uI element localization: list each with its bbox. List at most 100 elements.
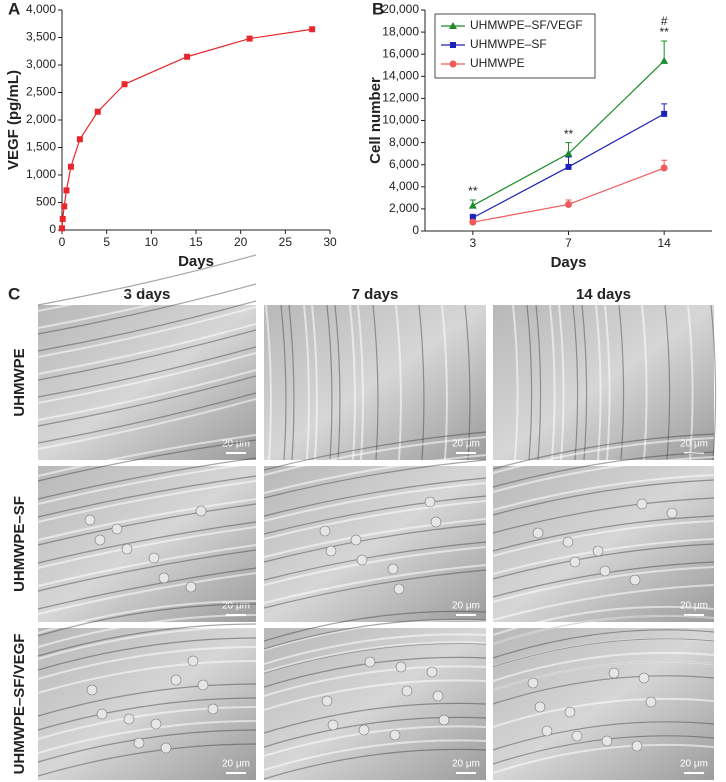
y-tick-label: 2,000 <box>26 112 56 126</box>
sem-image: 20 μm <box>263 431 487 622</box>
fiber <box>492 515 715 552</box>
column-header: 7 days <box>352 286 399 303</box>
scale-bar-label: 20 μm <box>222 601 250 612</box>
fiber <box>492 637 715 668</box>
annotation: ** <box>564 127 574 141</box>
fiber <box>512 304 519 461</box>
fiber <box>263 564 487 604</box>
row-label: UHMWPE–SF <box>11 496 28 592</box>
sem-image: 20 μm <box>492 433 715 622</box>
cell <box>207 703 219 715</box>
fiber <box>37 521 257 564</box>
fiber <box>492 605 715 636</box>
marker <box>564 149 573 157</box>
fiber <box>37 498 257 541</box>
cell <box>532 527 544 539</box>
cell <box>94 534 106 546</box>
fiber <box>37 720 257 754</box>
cell <box>187 655 199 667</box>
legend-label: UHMWPE <box>470 56 525 70</box>
y-tick-label: 4,000 <box>26 2 56 16</box>
fiber <box>263 500 487 540</box>
cell <box>564 706 576 718</box>
cell <box>631 740 643 752</box>
cell <box>350 534 362 546</box>
marker <box>67 163 74 170</box>
fiber <box>492 651 715 682</box>
fiber <box>37 329 257 381</box>
fiber <box>37 346 257 398</box>
cell <box>562 536 574 548</box>
y-tick-label: 20,000 <box>382 2 419 16</box>
fiber <box>464 304 471 461</box>
fiber <box>37 697 257 731</box>
fiber <box>492 584 715 621</box>
scale-bar-label: 20 μm <box>680 759 708 770</box>
legend-label: UHMWPE–SF/VEGF <box>470 18 583 32</box>
fiber <box>395 304 402 461</box>
axis-line <box>61 10 330 231</box>
fiber <box>263 459 487 499</box>
fiber <box>263 725 487 757</box>
cell <box>527 677 539 689</box>
cell <box>148 552 160 564</box>
fiber <box>492 474 715 511</box>
fiber <box>263 477 487 517</box>
x-tick-label: 20 <box>234 235 248 249</box>
marker <box>661 110 668 117</box>
cell <box>666 507 678 519</box>
fiber <box>326 304 333 461</box>
cell <box>629 574 641 586</box>
fiber <box>492 566 715 603</box>
cell <box>170 674 182 686</box>
marker <box>660 56 669 64</box>
fiber <box>263 716 487 748</box>
fiber <box>526 304 533 461</box>
fiber <box>492 660 715 691</box>
fiber <box>37 457 257 500</box>
marker <box>76 136 83 143</box>
cell <box>321 695 333 707</box>
x-tick-label: 5 <box>103 235 110 249</box>
x-tick-label: 3 <box>469 236 476 250</box>
fiber <box>492 433 715 470</box>
row-label: UHMWPE–SF/VEGF <box>11 634 28 775</box>
fiber <box>311 304 318 461</box>
legend-label: UHMWPE–SF <box>470 37 547 51</box>
cell <box>197 679 209 691</box>
fiber <box>492 697 715 728</box>
fiber <box>37 434 257 477</box>
y-tick-label: 8,000 <box>389 135 419 149</box>
fiber <box>280 304 287 461</box>
sem-background <box>38 305 256 460</box>
legend-box <box>434 13 596 79</box>
y-tick-label: 3,500 <box>26 30 56 44</box>
cell <box>133 737 145 749</box>
row-label: UHMWPE <box>11 348 28 416</box>
cell <box>185 581 197 593</box>
fiber <box>263 546 487 586</box>
fiber <box>492 451 715 488</box>
fiber <box>263 495 487 535</box>
y-tick-label: 18,000 <box>382 24 419 38</box>
column-header: 14 days <box>576 286 631 303</box>
y-tick-label: 0 <box>412 223 419 237</box>
scale-bar-label: 20 μm <box>452 601 480 612</box>
fiber <box>263 454 487 494</box>
fiber <box>492 543 715 580</box>
fiber <box>37 623 257 657</box>
cell <box>645 696 657 708</box>
cell <box>121 543 133 555</box>
cell <box>325 545 337 557</box>
y-axis-label: Cell number <box>367 77 384 164</box>
fiber <box>492 629 715 659</box>
cell <box>160 742 172 754</box>
sem-image: 20 μm <box>493 304 717 461</box>
cell <box>319 525 331 537</box>
fiber <box>37 306 257 358</box>
fiber <box>263 748 487 780</box>
fiber <box>265 304 272 461</box>
cell <box>401 685 413 697</box>
annotation: ** <box>659 25 669 39</box>
fiber <box>37 375 257 427</box>
